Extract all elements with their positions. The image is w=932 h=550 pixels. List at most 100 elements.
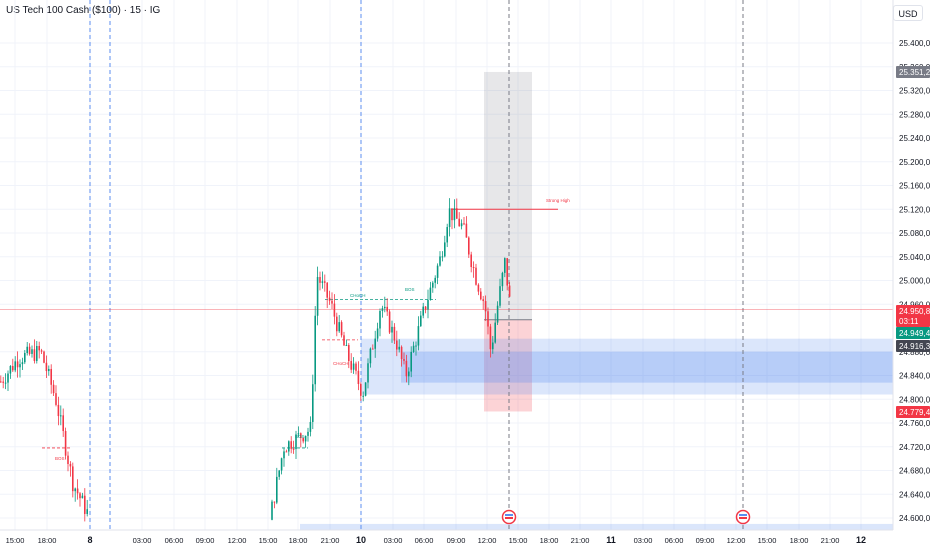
price-tick-label: 25.320,0 (899, 87, 931, 96)
candle-body (290, 441, 292, 449)
candle-body (333, 303, 336, 317)
event-flag-stripe (505, 517, 513, 519)
candle-body (45, 362, 48, 372)
candle-body (412, 345, 415, 352)
price-tick-label: 24.840,0 (899, 372, 931, 381)
annotation-label: CHoCH (333, 361, 349, 366)
candle-body (436, 265, 439, 278)
time-tick-label: 15:00 (6, 536, 25, 545)
candle-body (31, 349, 33, 354)
candle-body (292, 448, 295, 450)
candle-body (470, 254, 472, 268)
candle-body (72, 466, 74, 492)
candle-body (352, 363, 355, 370)
candle-body (465, 223, 468, 238)
time-tick-label: 09:00 (696, 536, 715, 545)
price-tick-label: 25.080,0 (899, 229, 931, 238)
candle-body (285, 451, 288, 453)
candle-body (420, 315, 422, 327)
price-badge (896, 340, 930, 352)
candle-body (304, 435, 307, 442)
candle-body (381, 308, 384, 311)
candle-body (424, 306, 427, 310)
candle-body (477, 284, 480, 292)
candle-body (60, 415, 62, 417)
candle-body (79, 493, 81, 499)
candle-body (50, 368, 52, 385)
time-tick-label: 8 (87, 535, 92, 545)
candle-body (312, 384, 314, 422)
position-stop-zone (484, 319, 532, 412)
time-tick-label: 15:00 (758, 536, 777, 545)
candle-body (295, 434, 297, 450)
price-tick-label: 24.600,0 (899, 514, 931, 523)
candle-body (374, 338, 376, 349)
candle-body (355, 363, 357, 371)
candles (0, 198, 511, 522)
candle-body (67, 455, 69, 464)
candle-body (432, 282, 434, 288)
candle-body (24, 353, 26, 363)
price-badge-label: 24.916,3 (899, 342, 931, 351)
candle-body (362, 395, 364, 397)
candle-body (417, 326, 420, 346)
candle-body (506, 258, 508, 286)
candle-body (444, 242, 446, 257)
candle-body (345, 345, 348, 347)
price-badge-label: 25.351,2 (899, 68, 931, 77)
candle-body (386, 306, 388, 312)
candle-body (468, 237, 470, 255)
candle-body (484, 301, 487, 312)
candle-body (4, 382, 7, 384)
price-tick-label: 24.800,0 (899, 395, 931, 404)
annotation-label: BOS (295, 434, 305, 439)
candle-body (9, 365, 12, 374)
price-tick-label: 24.880,0 (899, 348, 931, 357)
candle-body (55, 393, 57, 405)
event-flag-stripe (739, 514, 747, 516)
time-tick-label: 09:00 (196, 536, 215, 545)
candle-body (84, 495, 86, 514)
candle-body (441, 256, 444, 258)
candle-body (456, 208, 458, 219)
candle-body (408, 371, 410, 377)
candle-body (309, 421, 312, 432)
candle-body (86, 509, 88, 514)
candle-body (69, 463, 72, 467)
candle-body (26, 346, 28, 354)
candle-body (297, 433, 300, 435)
candle-body (480, 291, 482, 300)
candle-body (391, 326, 393, 333)
candle-body (81, 495, 84, 499)
price-badge (896, 305, 930, 317)
candle-body (372, 348, 374, 350)
candle-body (280, 458, 283, 471)
price-badge-label: 24.950,8 (899, 307, 931, 316)
price-tick-label: 24.960,0 (899, 300, 931, 309)
candle-body (314, 315, 316, 385)
candle-body (331, 300, 333, 304)
candle-body (472, 267, 475, 269)
candle-body (367, 363, 369, 383)
candle-body (388, 311, 391, 333)
candle-body (348, 345, 350, 362)
candle-body (324, 281, 326, 283)
candle-body (76, 488, 79, 494)
candle-body (300, 433, 302, 439)
candle-body (307, 431, 309, 436)
event-flag-stripe (505, 514, 513, 516)
annotation-label: Strong High (546, 198, 570, 203)
candle-body (360, 384, 362, 396)
candle-body (422, 306, 424, 316)
candle-body (376, 328, 379, 339)
candle-body (74, 488, 76, 492)
time-tick-label: 21:00 (571, 536, 590, 545)
time-tick-label: 12:00 (727, 536, 746, 545)
price-tick-label: 25.400,0 (899, 39, 931, 48)
candle-body (43, 351, 45, 363)
time-tick-label: 21:00 (321, 536, 340, 545)
candle-body (364, 382, 367, 396)
candle-body (482, 299, 484, 302)
price-tick-label: 25.000,0 (899, 277, 931, 286)
